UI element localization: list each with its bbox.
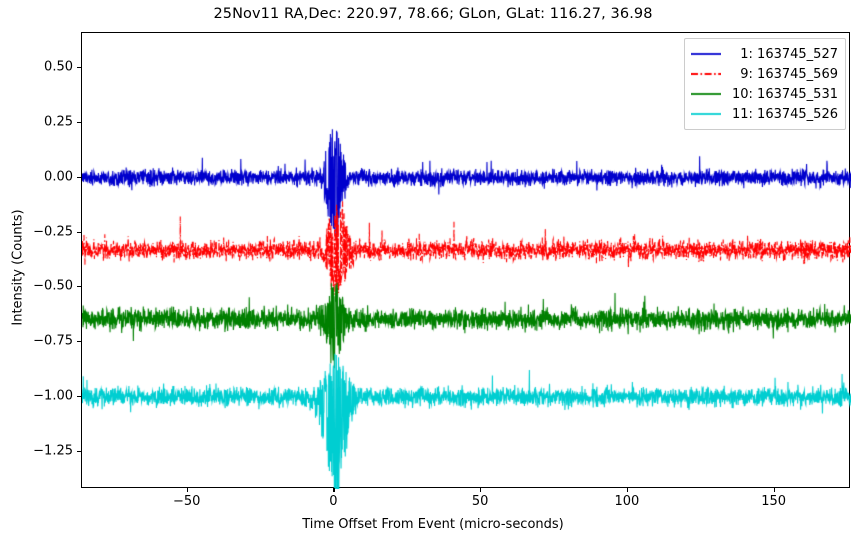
y-tick-label: −0.25	[33, 224, 73, 239]
legend-label: 9: 163745_569	[740, 66, 838, 82]
legend-item[interactable]: 1: 163745_527	[691, 44, 838, 64]
x-tick-label: 100	[614, 494, 640, 509]
y-tick-label: −1.00	[33, 388, 73, 404]
legend-item[interactable]: 10: 163745_531	[691, 84, 838, 104]
legend-item[interactable]: 9: 163745_569	[691, 64, 838, 84]
y-tick-mark	[77, 341, 81, 343]
y-tick-label: −1.25	[33, 443, 73, 459]
y-tick-mark	[77, 67, 81, 69]
y-tick-label: −0.75	[33, 333, 73, 349]
x-tick-mark	[186, 488, 188, 492]
x-tick-label: 50	[471, 494, 489, 509]
y-tick-mark	[77, 450, 81, 452]
x-tick-mark	[773, 488, 775, 492]
legend-line-swatch	[691, 68, 721, 80]
x-tick-label: 0	[329, 494, 338, 509]
legend-line-swatch	[691, 48, 721, 60]
x-tick-mark	[333, 488, 335, 492]
y-tick-mark	[77, 121, 81, 123]
legend-label: 10: 163745_531	[732, 86, 838, 102]
y-tick-label: 0.25	[44, 114, 73, 130]
legend-label: 11: 163745_526	[732, 106, 838, 122]
x-tick-label: −50	[172, 494, 201, 509]
y-tick-mark	[77, 286, 81, 288]
y-tick-label: 0.00	[44, 169, 73, 185]
x-tick-label: 150	[761, 494, 787, 509]
y-tick-mark	[77, 231, 81, 233]
y-tick-label: 0.50	[44, 59, 73, 75]
legend-label: 1: 163745_527	[740, 46, 838, 62]
y-axis-label: Intensity (Counts)	[10, 209, 26, 326]
chart-title: 25Nov11 RA,Dec: 220.97, 78.66; GLon, GLa…	[213, 6, 653, 22]
y-tick-mark	[77, 395, 81, 398]
x-tick-mark	[626, 488, 629, 492]
y-tick-mark	[77, 176, 81, 178]
x-tick-mark	[480, 488, 482, 492]
legend: 1: 163745_527 9: 163745_569 10: 163745_531…	[684, 38, 846, 130]
y-tick-label: −0.50	[33, 278, 73, 294]
x-axis-label: Time Offset From Event (micro-seconds)	[302, 517, 564, 532]
legend-line-swatch	[691, 88, 721, 100]
legend-line-swatch	[691, 108, 721, 120]
legend-item[interactable]: 11: 163745_526	[691, 104, 838, 124]
